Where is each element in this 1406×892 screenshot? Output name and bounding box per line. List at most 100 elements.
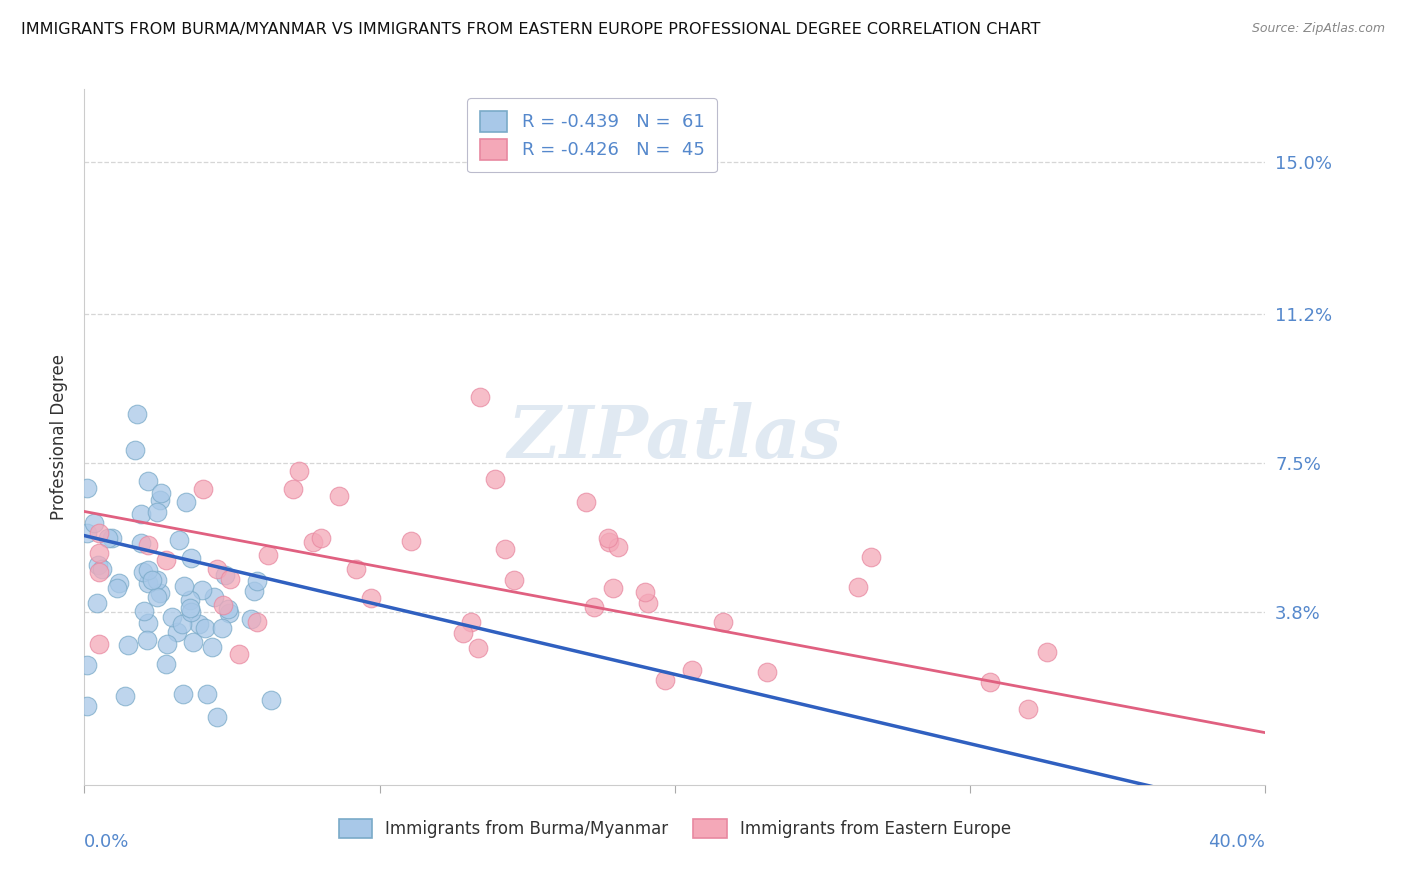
Point bbox=[201, 640, 224, 654]
Point bbox=[218, 606, 240, 620]
Point bbox=[582, 600, 605, 615]
Legend: Immigrants from Burma/Myanmar, Immigrants from Eastern Europe: Immigrants from Burma/Myanmar, Immigrant… bbox=[330, 810, 1019, 847]
Point bbox=[166, 624, 188, 639]
Point bbox=[179, 593, 201, 607]
Point bbox=[344, 562, 367, 576]
Text: ZIPatlas: ZIPatlas bbox=[508, 401, 842, 473]
Point bbox=[173, 578, 195, 592]
Point bbox=[859, 549, 882, 564]
Point bbox=[634, 585, 657, 599]
Point bbox=[136, 615, 159, 630]
Point bbox=[188, 616, 211, 631]
Point bbox=[681, 663, 703, 677]
Point bbox=[155, 657, 177, 671]
Point bbox=[281, 482, 304, 496]
Point bbox=[179, 601, 201, 615]
Point bbox=[172, 687, 194, 701]
Point bbox=[243, 584, 266, 599]
Point bbox=[149, 485, 172, 500]
Y-axis label: Professional Degree: Professional Degree bbox=[49, 354, 67, 520]
Point bbox=[756, 665, 779, 679]
Point bbox=[136, 576, 159, 591]
Point bbox=[167, 533, 190, 547]
Point bbox=[228, 647, 250, 661]
Point bbox=[114, 690, 136, 704]
Point bbox=[239, 612, 262, 626]
Point bbox=[451, 626, 474, 640]
Point bbox=[141, 573, 163, 587]
Point bbox=[1017, 702, 1039, 716]
Point bbox=[195, 687, 218, 701]
Point bbox=[191, 582, 214, 597]
Point bbox=[401, 533, 423, 548]
Point bbox=[194, 621, 217, 635]
Point bbox=[86, 596, 108, 610]
Point bbox=[156, 637, 179, 651]
Point bbox=[217, 602, 239, 616]
Point bbox=[170, 616, 193, 631]
Point bbox=[124, 443, 146, 458]
Point bbox=[87, 525, 111, 540]
Point bbox=[83, 516, 105, 530]
Point bbox=[205, 710, 228, 724]
Point bbox=[149, 586, 172, 600]
Point bbox=[1036, 645, 1059, 659]
Point bbox=[467, 641, 489, 656]
Text: IMMIGRANTS FROM BURMA/MYANMAR VS IMMIGRANTS FROM EASTERN EUROPE PROFESSIONAL DEG: IMMIGRANTS FROM BURMA/MYANMAR VS IMMIGRA… bbox=[21, 22, 1040, 37]
Point bbox=[246, 574, 269, 588]
Point bbox=[214, 568, 236, 582]
Point bbox=[76, 698, 98, 713]
Text: 40.0%: 40.0% bbox=[1209, 833, 1265, 851]
Point bbox=[145, 505, 167, 519]
Point bbox=[97, 531, 120, 545]
Point bbox=[328, 489, 350, 503]
Point bbox=[132, 566, 155, 580]
Point bbox=[174, 495, 197, 509]
Point bbox=[502, 573, 524, 587]
Point bbox=[180, 605, 202, 619]
Point bbox=[160, 610, 183, 624]
Point bbox=[654, 673, 676, 687]
Point bbox=[211, 599, 233, 613]
Point bbox=[460, 615, 482, 629]
Point bbox=[117, 638, 139, 652]
Point bbox=[287, 464, 309, 478]
Text: 0.0%: 0.0% bbox=[84, 833, 129, 851]
Point bbox=[129, 507, 152, 521]
Point bbox=[637, 596, 659, 610]
Point bbox=[311, 531, 333, 545]
Point bbox=[129, 536, 152, 550]
Point bbox=[494, 542, 516, 557]
Point bbox=[87, 558, 110, 573]
Point bbox=[125, 407, 148, 421]
Point bbox=[91, 562, 114, 576]
Point bbox=[846, 580, 869, 594]
Point bbox=[219, 572, 242, 586]
Point bbox=[180, 550, 202, 565]
Point bbox=[155, 553, 177, 567]
Point bbox=[87, 637, 111, 651]
Point bbox=[256, 548, 278, 562]
Point bbox=[207, 561, 229, 575]
Point bbox=[136, 474, 159, 488]
Point bbox=[149, 493, 172, 508]
Point bbox=[105, 581, 128, 595]
Point bbox=[602, 582, 624, 596]
Point bbox=[574, 494, 596, 508]
Point bbox=[76, 481, 98, 495]
Point bbox=[598, 531, 620, 545]
Point bbox=[136, 632, 159, 647]
Point bbox=[76, 657, 98, 672]
Point bbox=[484, 472, 506, 486]
Point bbox=[138, 563, 160, 577]
Point bbox=[146, 574, 169, 588]
Point bbox=[598, 535, 620, 549]
Point bbox=[191, 482, 214, 496]
Point bbox=[181, 635, 204, 649]
Point bbox=[606, 540, 628, 554]
Point bbox=[100, 531, 122, 545]
Point bbox=[979, 675, 1001, 690]
Point bbox=[711, 615, 734, 630]
Point bbox=[136, 538, 159, 552]
Point bbox=[468, 390, 491, 404]
